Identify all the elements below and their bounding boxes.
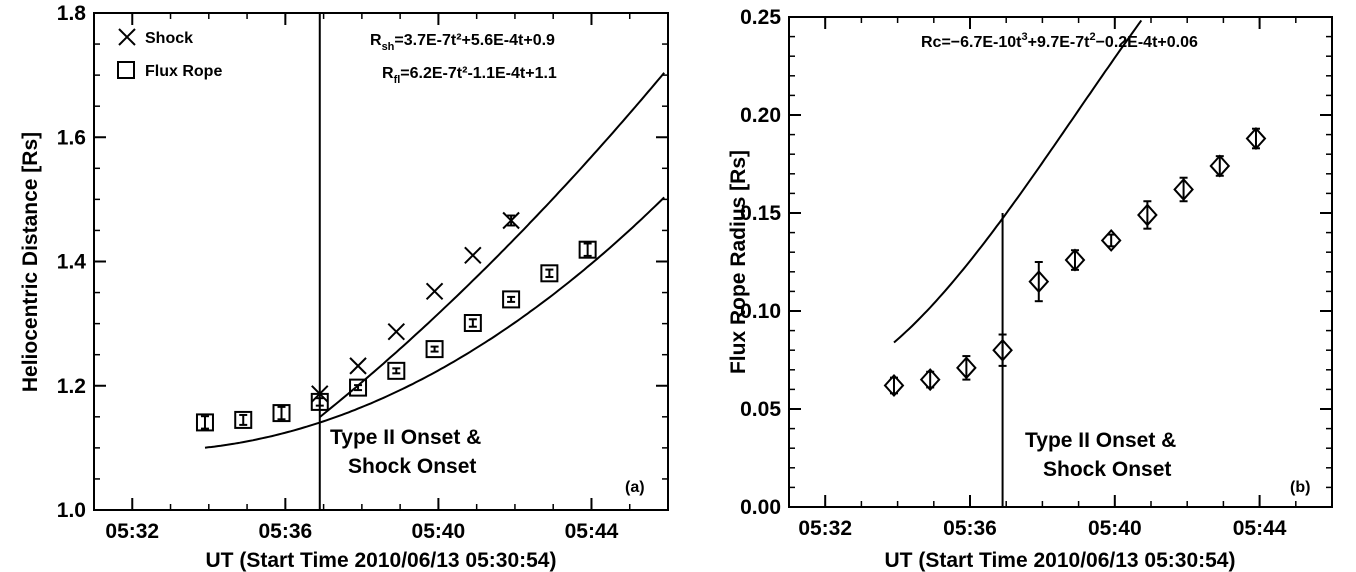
data-point-diamond	[1064, 248, 1086, 272]
data-point-diamond	[883, 373, 905, 397]
data-point-x	[425, 282, 444, 301]
x-axis-label-b: UT (Start Time 2010/06/13 05:30:54)	[885, 549, 1236, 572]
y-tick-label: 1.2	[57, 375, 86, 398]
x-ticks-b: 05:32 05:36 05:40 05:44	[788, 17, 1333, 540]
onset-annotation-line1-b: Type II Onset &	[1025, 429, 1176, 452]
x-tick-label: 05:44	[1233, 517, 1287, 540]
data-point-square	[387, 361, 406, 380]
fit-equation-fluxrope: Rfl=6.2E-7t²-1.1E-4t+1.1	[382, 65, 557, 86]
data-point-square	[195, 413, 214, 432]
legend-a: Shock Flux Rope	[117, 28, 222, 80]
panel-a: 05:32 05:36 05:40 05:44 1.0 1.2 1.4 1.6 1.8 UT …	[19, 2, 669, 572]
svg-text:Rc=−6.7E-10t3+9.7E-7t2−0.2E-4t: Rc=−6.7E-10t3+9.7E-7t2−0.2E-4t+0.06	[921, 31, 1198, 51]
y-tick-label: 0.10	[740, 300, 781, 323]
legend-fluxrope-marker	[117, 61, 135, 79]
data-point-x	[502, 211, 520, 230]
fit-equation-radius: Rc=−6.7E-10t3+9.7E-7t2−0.2E-4t+0.06	[921, 31, 1198, 51]
data-point-square	[540, 264, 559, 283]
fit-curves-a	[204, 72, 665, 449]
legend-shock-label: Shock	[145, 30, 193, 47]
y-tick-label: 0.05	[740, 398, 781, 421]
x-tick-label: 05:40	[1088, 517, 1142, 540]
x-tick-label: 05:40	[412, 520, 466, 543]
onset-annotation-line2-b: Shock Onset	[1043, 458, 1171, 481]
data-point-diamond	[919, 368, 941, 392]
y-tick-label: 0.00	[740, 496, 781, 519]
data-point-square	[502, 290, 521, 309]
x-axis-label-a: UT (Start Time 2010/06/13 05:30:54)	[206, 549, 557, 572]
fit-curves-b	[893, 19, 1143, 344]
panel-b: 05:32 05:36 05:40 05:44 0.00 0.05 0.10 0.15 0.2…	[727, 6, 1333, 572]
y-ticks-b: 0.00 0.05 0.10 0.15 0.20 0.25	[740, 6, 1332, 519]
data-point-square	[578, 240, 597, 259]
y-ticks-a: 1.0 1.2 1.4 1.6 1.8	[57, 2, 668, 522]
x-tick-label: 05:32	[105, 520, 159, 543]
y-tick-label: 1.4	[57, 251, 87, 274]
data-point-diamond	[1173, 176, 1194, 203]
panel-label-b: (b)	[1290, 479, 1310, 496]
y-axis-label-b: Flux Rope Radius [Rs]	[727, 150, 750, 374]
legend-shock-marker	[118, 28, 136, 46]
data-point-diamond	[1028, 261, 1050, 303]
data-point-x	[387, 322, 406, 341]
x-tick-label: 05:36	[258, 520, 312, 543]
onset-annotation-line1-a: Type II Onset &	[330, 426, 481, 449]
y-tick-label: 1.8	[57, 2, 87, 25]
plot-frame-b	[788, 16, 1333, 508]
legend-fluxrope-label: Flux Rope	[145, 63, 222, 80]
data-point-square	[349, 378, 368, 397]
data-point-square	[425, 340, 444, 359]
data-points-a	[195, 211, 597, 432]
data-point-x	[464, 246, 482, 264]
y-tick-label: 0.25	[740, 6, 781, 29]
y-tick-label: 0.20	[740, 104, 781, 127]
y-tick-label: 1.0	[57, 499, 86, 522]
svg-text:Rsh=3.7E-7t²+5.6E-4t+0.9: Rsh=3.7E-7t²+5.6E-4t+0.9	[370, 32, 555, 53]
x-tick-label: 05:32	[798, 517, 852, 540]
data-point-diamond	[1100, 228, 1122, 252]
data-point-diamond	[956, 355, 977, 381]
x-tick-label: 05:36	[943, 517, 997, 540]
x-ticks-a: 05:32 05:36 05:40 05:44	[93, 13, 669, 543]
data-point-x	[349, 357, 367, 375]
data-point-diamond	[1245, 127, 1267, 151]
data-point-diamond	[1137, 200, 1158, 230]
fit-curve-flux-rope-radius	[893, 19, 1143, 344]
data-point-square	[463, 314, 482, 333]
y-tick-label: 1.6	[57, 126, 86, 149]
panel-label-a: (a)	[625, 479, 645, 496]
fit-curve-shock	[319, 72, 665, 418]
fit-equation-shock: Rsh=3.7E-7t²+5.6E-4t+0.9	[370, 32, 555, 53]
y-axis-label-a: Heliocentric Distance [Rs]	[19, 132, 42, 392]
svg-text:Rfl=6.2E-7t²-1.1E-4t+1.1: Rfl=6.2E-7t²-1.1E-4t+1.1	[382, 65, 557, 86]
fit-curve-flux-rope	[204, 196, 665, 449]
y-tick-label: 0.15	[740, 202, 781, 225]
onset-annotation-line2-a: Shock Onset	[348, 455, 476, 478]
data-point-square	[234, 410, 253, 429]
data-points-b	[883, 127, 1267, 397]
data-point-square	[272, 404, 291, 423]
data-point-diamond	[1209, 154, 1231, 178]
x-tick-label: 05:44	[565, 520, 619, 543]
